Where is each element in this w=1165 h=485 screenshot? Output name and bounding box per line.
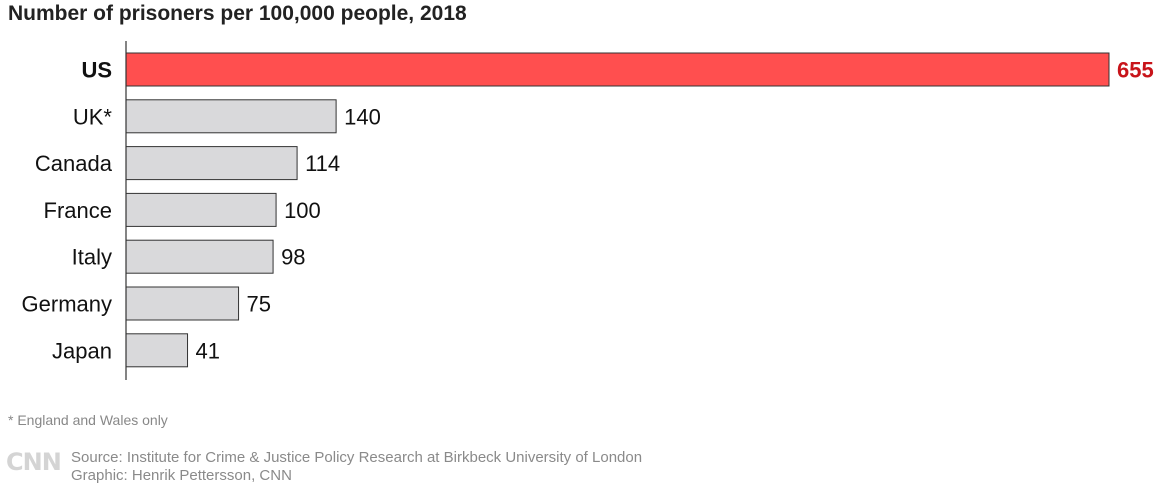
bar-uk: [125, 99, 337, 134]
category-label: Italy: [72, 245, 112, 270]
value-label: 75: [247, 292, 271, 317]
bar-france: [125, 192, 277, 227]
credits: Source: Institute for Crime & Justice Po…: [71, 449, 642, 485]
category-label: UK*: [73, 104, 113, 129]
bar-japan: [125, 333, 189, 368]
category-label: US: [81, 58, 112, 83]
bar-us: [125, 52, 1110, 87]
category-label: France: [44, 198, 112, 223]
bar-canada: [125, 146, 298, 181]
bar-italy: [125, 239, 274, 274]
value-label: 655: [1117, 58, 1154, 83]
bar-chart: US 655 UK* 140 Canada 114 France 100 Italy 98 Germ…: [22, 41, 1154, 380]
cnn-logo: CNN: [6, 448, 62, 476]
value-label: 41: [196, 338, 220, 363]
value-label: 114: [305, 151, 340, 176]
bar-germany: [125, 286, 240, 321]
footnote: * England and Wales only: [8, 412, 168, 428]
category-label: Germany: [22, 292, 112, 317]
category-label: Canada: [35, 151, 113, 176]
category-label: Japan: [52, 338, 112, 363]
source-text: Source: Institute for Crime & Justice Po…: [71, 449, 643, 466]
value-label: 98: [281, 245, 305, 270]
value-label: 100: [284, 198, 321, 223]
graphic-credit: Graphic: Henrik Pettersson, CNN: [71, 467, 292, 484]
value-label: 140: [344, 104, 381, 129]
chart-title: Number of prisoners per 100,000 people, …: [8, 2, 467, 25]
